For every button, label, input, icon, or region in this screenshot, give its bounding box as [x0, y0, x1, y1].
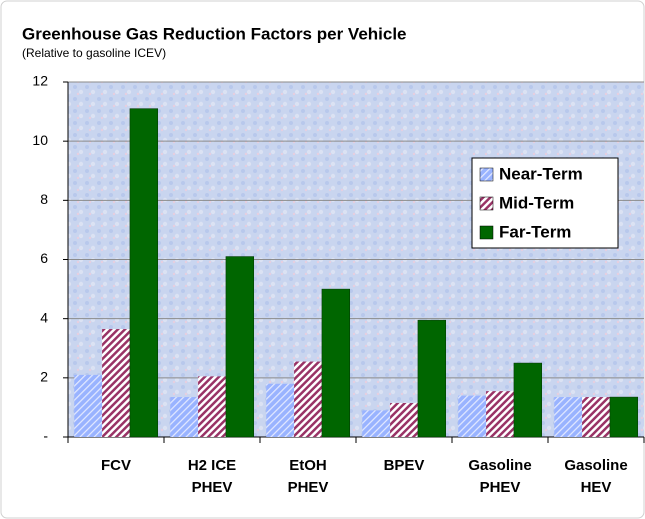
legend-box — [471, 157, 619, 249]
legend-label: Far-Term — [499, 222, 571, 241]
bar — [102, 329, 130, 437]
y-tick-label: 2 — [40, 369, 48, 385]
bar — [417, 319, 447, 438]
bar — [266, 383, 295, 437]
y-tick-label: 12 — [32, 73, 48, 89]
bar — [513, 362, 543, 438]
x-tick-label: Gasoline HEV — [564, 457, 628, 496]
chart-subtitle: (Relative to gasoline ICEV) — [22, 46, 166, 60]
bar — [486, 391, 514, 437]
legend-label: Near-Term — [499, 164, 583, 183]
bar — [294, 361, 322, 437]
bar — [582, 397, 610, 437]
bar — [225, 256, 255, 438]
x-tick-label: BPEV — [383, 457, 425, 474]
y-tick-label: 10 — [32, 132, 48, 148]
x-tick-label: H2 ICE PHEV — [187, 457, 237, 496]
bar — [129, 108, 159, 438]
bar — [362, 410, 391, 437]
bar — [170, 397, 199, 437]
legend-swatch — [479, 167, 494, 182]
y-tick-label: 4 — [40, 309, 48, 325]
x-tick-label: FCV — [101, 457, 131, 474]
bar — [609, 396, 639, 438]
bar — [321, 288, 351, 438]
y-tick-label: - — [43, 428, 48, 444]
bar — [554, 397, 583, 437]
bar — [198, 376, 226, 437]
bar — [74, 374, 103, 437]
legend-label: Mid-Term — [499, 193, 574, 212]
y-tick-label: 8 — [40, 191, 48, 207]
x-tick-label: EtOH PHEV — [287, 457, 329, 496]
legend-swatch — [479, 196, 494, 211]
bar — [458, 395, 487, 437]
x-tick-label: Gasoline PHEV — [468, 457, 532, 496]
y-tick-label: 6 — [40, 250, 48, 266]
bar — [390, 402, 418, 437]
chart-title: Greenhouse Gas Reduction Factors per Veh… — [22, 24, 407, 43]
legend-swatch — [479, 225, 494, 240]
